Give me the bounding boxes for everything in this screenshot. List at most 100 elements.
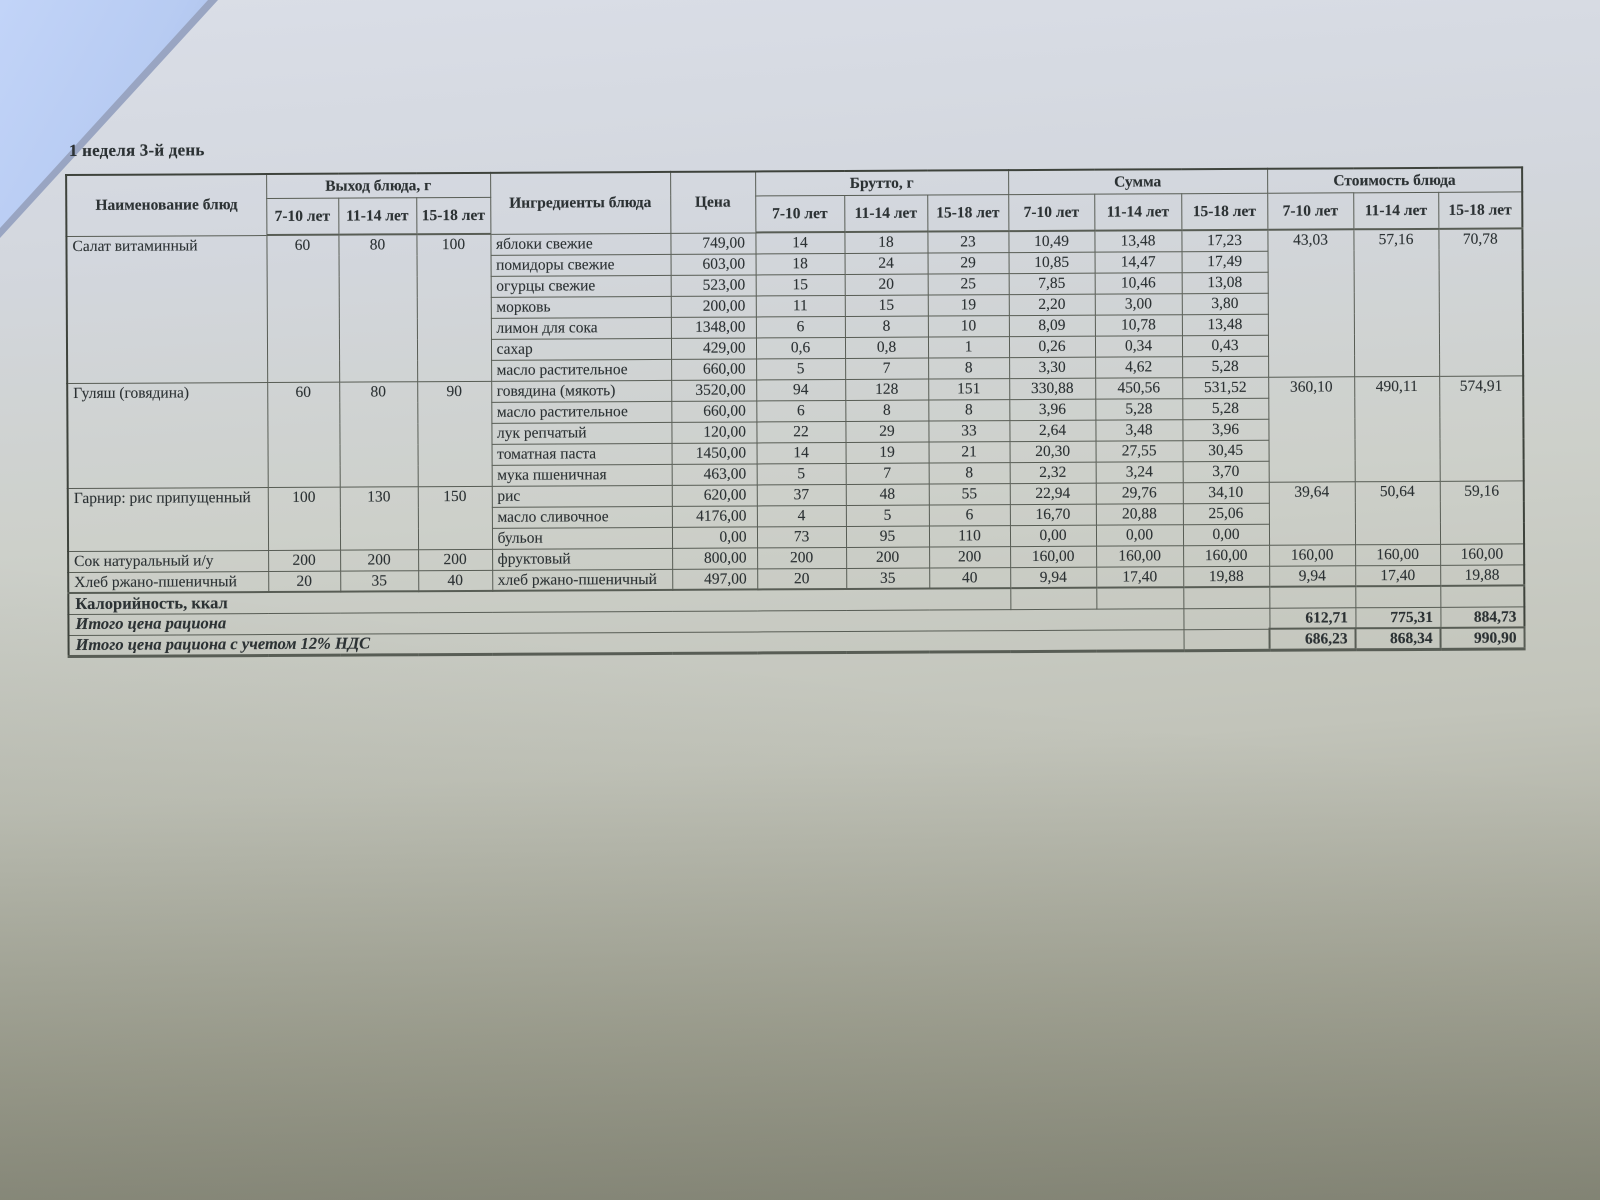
sum-value-cell: 5,28 bbox=[1182, 355, 1269, 378]
brutto-value-cell: 8 bbox=[928, 357, 1010, 379]
sum-value-cell: 13,08 bbox=[1181, 271, 1268, 294]
cost-value-cell: 70,78 bbox=[1438, 228, 1524, 376]
cost-value-cell: 490,11 bbox=[1354, 375, 1440, 482]
price-cell: 120,00 bbox=[671, 421, 757, 443]
ingredient-name-cell: мука пшеничная bbox=[491, 463, 672, 486]
brutto-value-cell: 200 bbox=[757, 546, 847, 569]
total-vat-value-cell: 990,90 bbox=[1440, 627, 1525, 649]
dish-name-cell: Сок натуральный и/у bbox=[68, 550, 269, 573]
sum-value-cell: 27,55 bbox=[1095, 440, 1183, 462]
empty-cell bbox=[1440, 585, 1525, 607]
sum-value-cell: 19,88 bbox=[1183, 565, 1270, 588]
cost-value-cell: 57,16 bbox=[1353, 228, 1440, 377]
table-header: Наименование блюд Выход блюда, г Ингреди… bbox=[66, 167, 1523, 237]
price-cell: 200,00 bbox=[670, 295, 756, 317]
sum-value-cell: 160,00 bbox=[1096, 545, 1184, 567]
total-value-cell: 775,31 bbox=[1355, 606, 1441, 629]
sum-value-cell: 450,56 bbox=[1095, 377, 1183, 399]
brutto-value-cell: 151 bbox=[928, 378, 1010, 400]
empty-cell bbox=[1183, 628, 1270, 651]
sum-value-cell: 0,34 bbox=[1095, 335, 1183, 357]
brutto-value-cell: 40 bbox=[929, 567, 1011, 589]
sum-value-cell: 10,78 bbox=[1094, 314, 1183, 336]
sum-value-cell: 13,48 bbox=[1181, 313, 1269, 336]
price-cell: 4176,00 bbox=[671, 505, 757, 527]
output-value-cell: 90 bbox=[417, 380, 492, 487]
cost-value-cell: 160,00 bbox=[1269, 544, 1356, 566]
sum-value-cell: 0,43 bbox=[1182, 334, 1269, 357]
brutto-value-cell: 8 bbox=[928, 462, 1010, 484]
sum-value-cell: 3,70 bbox=[1182, 460, 1269, 483]
total-vat-value-cell: 868,34 bbox=[1355, 627, 1441, 650]
ingredient-name-cell: говядина (мякоть) bbox=[491, 379, 672, 402]
brutto-value-cell: 18 bbox=[755, 252, 845, 275]
brutto-value-cell: 5 bbox=[845, 504, 929, 526]
brutto-value-cell: 94 bbox=[756, 378, 846, 401]
brutto-value-cell: 15 bbox=[844, 294, 928, 316]
output-value-cell: 150 bbox=[417, 485, 493, 550]
sum-value-cell: 3,30 bbox=[1009, 356, 1096, 379]
output-value-cell: 35 bbox=[340, 570, 419, 592]
price-cell: 523,00 bbox=[670, 274, 756, 296]
brutto-value-cell: 6 bbox=[756, 399, 846, 422]
col-header-sum-age-7-10: 7-10 лет bbox=[1008, 193, 1095, 232]
sum-value-cell: 14,47 bbox=[1094, 251, 1182, 273]
empty-cell bbox=[1269, 586, 1356, 608]
sum-value-cell: 3,24 bbox=[1095, 461, 1183, 483]
brutto-value-cell: 29 bbox=[927, 252, 1009, 274]
sum-value-cell: 34,10 bbox=[1182, 481, 1269, 504]
brutto-value-cell: 35 bbox=[846, 567, 930, 589]
total-vat-label-cell: Итого цена рациона с учетом 12% НДС bbox=[68, 629, 1184, 657]
sum-value-cell: 30,45 bbox=[1182, 439, 1269, 462]
ingredient-name-cell: лук репчатый bbox=[491, 421, 672, 444]
brutto-value-cell: 20 bbox=[757, 567, 847, 590]
sum-value-cell: 3,48 bbox=[1095, 419, 1183, 441]
brutto-value-cell: 15 bbox=[755, 273, 845, 296]
col-header-brutto-group: Брутто, г bbox=[755, 170, 1009, 196]
brutto-value-cell: 14 bbox=[755, 231, 845, 254]
sum-value-cell: 17,23 bbox=[1181, 229, 1268, 252]
brutto-value-cell: 6 bbox=[928, 504, 1011, 526]
col-header-dish-name: Наименование блюд bbox=[66, 174, 267, 237]
ingredient-name-cell: огурцы свежие bbox=[490, 274, 671, 297]
price-cell: 800,00 bbox=[672, 547, 758, 569]
ingredient-name-cell: масло растительное bbox=[491, 358, 672, 381]
ingredient-name-cell: томатная паста bbox=[491, 442, 672, 465]
ingredient-name-cell: хлеб ржано-пшеничный bbox=[492, 568, 673, 591]
dish-name-cell: Гуляш (говядина) bbox=[67, 382, 268, 489]
brutto-value-cell: 7 bbox=[845, 462, 929, 484]
price-cell: 660,00 bbox=[671, 400, 757, 422]
brutto-value-cell: 19 bbox=[845, 441, 929, 463]
cost-value-cell: 160,00 bbox=[1440, 543, 1525, 565]
price-cell: 0,00 bbox=[671, 526, 758, 548]
brutto-value-cell: 5 bbox=[756, 357, 846, 380]
brutto-value-cell: 95 bbox=[845, 525, 930, 547]
output-value-cell: 20 bbox=[268, 570, 341, 593]
ingredient-name-cell: сахар bbox=[490, 337, 672, 360]
brutto-value-cell: 128 bbox=[845, 378, 929, 400]
price-cell: 497,00 bbox=[672, 568, 758, 590]
sum-value-cell: 5,28 bbox=[1095, 398, 1183, 420]
col-header-output-age-7-10: 7-10 лет bbox=[266, 197, 339, 236]
brutto-value-cell: 73 bbox=[756, 525, 847, 548]
col-header-brutto-age-11-14: 11-14 лет bbox=[844, 194, 928, 232]
sum-value-cell: 10,49 bbox=[1008, 230, 1095, 253]
output-value-cell: 60 bbox=[267, 381, 340, 488]
empty-cell bbox=[1096, 587, 1184, 609]
brutto-value-cell: 20 bbox=[844, 273, 928, 295]
price-cell: 603,00 bbox=[670, 253, 756, 275]
brutto-value-cell: 110 bbox=[928, 525, 1011, 547]
output-value-cell: 100 bbox=[267, 486, 341, 551]
brutto-value-cell: 5 bbox=[756, 462, 846, 485]
output-value-cell: 100 bbox=[416, 233, 492, 382]
price-cell: 429,00 bbox=[670, 337, 757, 359]
price-cell: 620,00 bbox=[671, 484, 757, 506]
col-header-output-age-11-14: 11-14 лет bbox=[338, 197, 417, 235]
brutto-value-cell: 200 bbox=[929, 546, 1011, 568]
ingredient-name-cell: лимон для сока bbox=[490, 316, 671, 339]
col-header-cost-age-7-10: 7-10 лет bbox=[1267, 192, 1354, 230]
cost-value-cell: 19,88 bbox=[1440, 564, 1525, 586]
brutto-value-cell: 8 bbox=[844, 315, 928, 337]
ingredient-name-cell: фруктовый bbox=[492, 547, 673, 570]
total-value-cell: 884,73 bbox=[1440, 606, 1525, 628]
